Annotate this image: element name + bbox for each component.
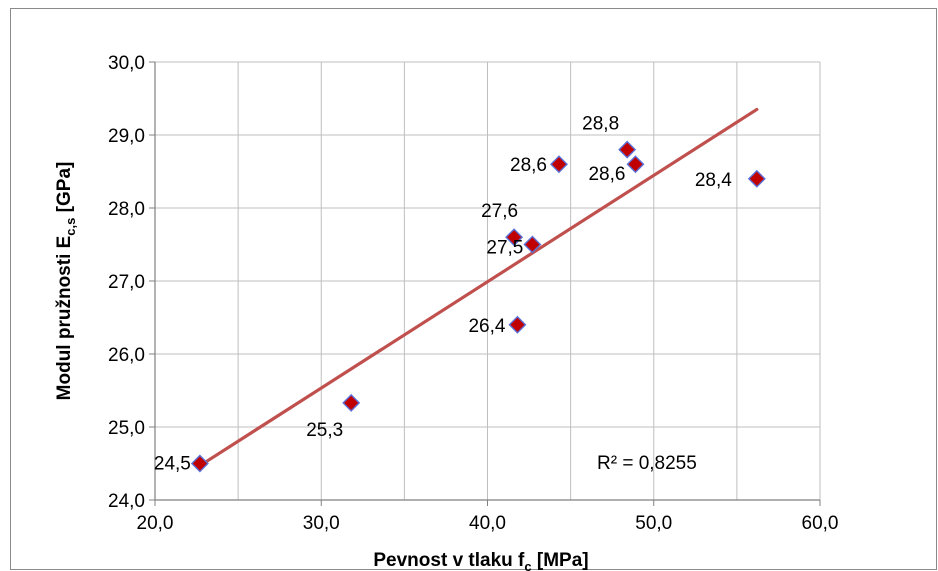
data-point-marker (747, 169, 766, 188)
x-axis-title-main: Pevnost v tlaku f (373, 550, 525, 571)
x-axis-title-subscript: c (524, 559, 531, 571)
y-axis-title-main: Modul pružnosti E (54, 236, 75, 401)
y-tick-label: 24,0 (108, 491, 145, 512)
data-point-label: 26,4 (468, 316, 505, 337)
data-labels: 24,5 25,3 26,4 27,6 27,5 28,6 28,8 28,6 28,4 (154, 114, 732, 475)
y-axis-title: Modul pružnosti Ec,s [GPa] (54, 162, 78, 401)
y-tick-label: 25,0 (108, 418, 145, 439)
x-axis-title-unit: [MPa] (532, 550, 589, 571)
data-point-label: 28,4 (695, 170, 732, 191)
data-point-marker (505, 228, 524, 247)
r-squared-label: R² = 0,8255 (597, 453, 697, 474)
x-tick-label: 50,0 (635, 513, 672, 534)
y-tick-label: 29,0 (108, 126, 145, 147)
axes: 24,0 25,0 26,0 27,0 28,0 29,0 30,0 20,0 30,0 40,0… (108, 53, 838, 534)
data-point-label: 28,6 (510, 155, 547, 176)
x-tick-label: 30,0 (303, 513, 340, 534)
x-tick-label: 60,0 (802, 513, 839, 534)
data-point-label: 24,5 (154, 454, 191, 475)
y-axis-title-subscript: c,s (63, 218, 78, 236)
grid (155, 61, 821, 500)
x-tick-label: 20,0 (137, 513, 174, 534)
x-tick-label: 40,0 (469, 513, 506, 534)
data-points (190, 140, 766, 473)
x-axis-title: Pevnost v tlaku fc [MPa] (373, 550, 588, 571)
data-point-label: 27,6 (481, 201, 518, 222)
data-point-marker (190, 454, 209, 473)
data-point-marker (626, 155, 645, 174)
y-axis-title-unit: [GPa] (54, 162, 75, 218)
data-point-marker (549, 155, 568, 174)
data-point-marker (618, 140, 637, 159)
y-tick-label: 30,0 (108, 53, 145, 74)
data-point-label: 28,8 (582, 114, 619, 135)
data-point-marker (508, 315, 527, 334)
data-point-label: 28,6 (588, 164, 625, 185)
y-tick-label: 28,0 (108, 199, 145, 220)
data-point-marker (523, 235, 542, 254)
data-point-label: 27,5 (486, 238, 523, 259)
data-point-marker (342, 393, 361, 412)
y-tick-label: 26,0 (108, 345, 145, 366)
data-point-label: 25,3 (306, 420, 343, 441)
y-tick-label: 27,0 (108, 272, 145, 293)
trendline (198, 107, 759, 468)
trendline-group (198, 107, 759, 468)
